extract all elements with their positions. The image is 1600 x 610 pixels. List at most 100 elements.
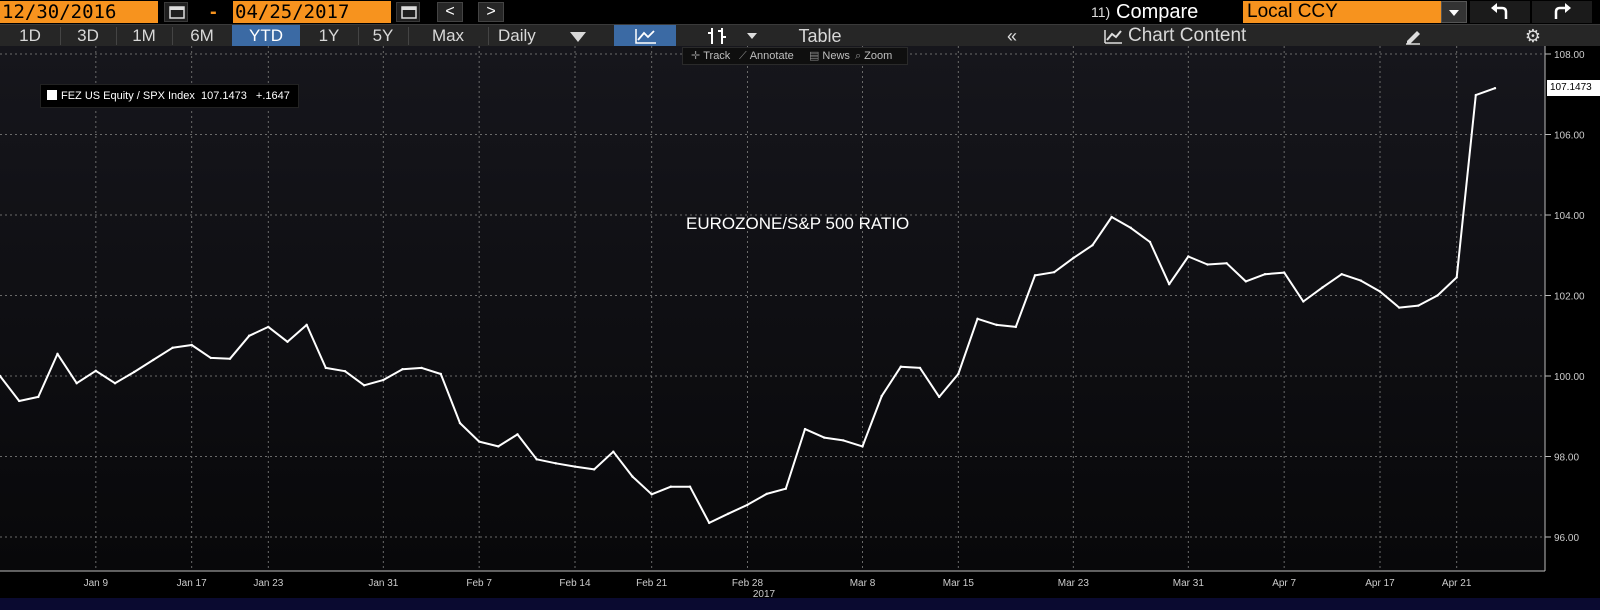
chart-content-button[interactable]: Chart Content <box>1104 25 1294 47</box>
start-date-field[interactable]: 12/30/2016 <box>0 1 158 23</box>
settings-button[interactable]: ⚙ <box>1518 25 1548 47</box>
divider <box>358 27 359 45</box>
redo-button[interactable] <box>1532 1 1592 23</box>
data-point <box>439 372 443 376</box>
y-tick-label: 106.00 <box>1554 131 1585 142</box>
data-point <box>1436 294 1439 297</box>
currency-dropdown-button[interactable] <box>1441 1 1467 23</box>
data-point <box>1378 290 1382 293</box>
data-point <box>37 395 40 399</box>
track-tool[interactable]: ✛ Track <box>691 48 730 64</box>
data-point <box>1033 274 1037 277</box>
x-tick-label: Jan 31 <box>368 578 398 589</box>
line-chart-button[interactable] <box>614 25 676 47</box>
data-point <box>861 445 864 448</box>
timeframe-ytd[interactable]: YTD <box>232 25 300 47</box>
data-point <box>362 384 366 387</box>
data-point <box>899 365 903 368</box>
data-point <box>1148 240 1152 244</box>
data-point <box>17 399 21 403</box>
timeframe-1m[interactable]: 1M <box>132 26 156 45</box>
undo-button[interactable] <box>1470 1 1530 23</box>
data-point <box>746 503 749 506</box>
data-point <box>305 323 308 327</box>
data-point <box>631 475 634 478</box>
x-tick-label: Feb 7 <box>466 578 492 589</box>
data-point <box>976 317 979 321</box>
chart: 96.00 98.00 100.00 102.00 104.00 106.00 108.00… <box>0 46 1585 598</box>
data-point <box>822 436 826 439</box>
compare-number: 11) <box>1091 4 1111 20</box>
frequency-select[interactable]: Daily <box>498 26 536 45</box>
magnifier-icon: ⌕ <box>855 50 862 62</box>
line-chart-icon <box>635 29 656 44</box>
y-tick-label: 100.00 <box>1554 372 1585 383</box>
news-label: News <box>822 50 850 62</box>
data-point <box>458 421 462 425</box>
y-tick-label: 98.00 <box>1554 453 1579 464</box>
data-point <box>612 450 615 453</box>
undo-icon <box>1491 3 1508 19</box>
data-point <box>209 356 213 360</box>
calendar-icon <box>401 6 417 19</box>
data-point <box>1091 243 1094 247</box>
next-period-button[interactable]: > <box>478 2 504 22</box>
data-point <box>937 395 941 399</box>
x-tick-label: Jan 23 <box>253 578 283 589</box>
calendar-icon <box>169 6 185 19</box>
news-tool[interactable]: ▤ News <box>809 48 850 64</box>
timeframe-max[interactable]: Max <box>431 26 465 45</box>
data-point <box>880 394 883 398</box>
divider <box>408 27 409 45</box>
data-point <box>497 445 500 448</box>
chevron-down-icon <box>747 33 757 39</box>
end-date-field[interactable]: 04/25/2017 <box>233 1 391 23</box>
annotate-tool[interactable]: ⟋ Annotate <box>739 48 794 64</box>
data-point <box>1014 325 1018 329</box>
pencil-icon: ⟋ <box>739 50 747 62</box>
legend-last-value: 107.1473 <box>200 90 247 102</box>
data-point <box>1474 93 1478 97</box>
timeframe-3d[interactable]: 3D <box>77 26 99 45</box>
chevron-down-icon[interactable] <box>570 32 586 42</box>
zoom-label: Zoom <box>864 50 893 62</box>
chart-content-icon <box>1104 30 1122 44</box>
chart-annotation[interactable]: EUROZONE/S&P 500 RATIO <box>686 214 910 233</box>
x-tick-label: Apr 17 <box>1365 578 1395 589</box>
currency-select[interactable]: Local CCY <box>1243 1 1441 23</box>
data-point <box>1206 263 1209 266</box>
timeframe-5y[interactable]: 5Y <box>372 26 394 45</box>
timeframe-6m[interactable]: 6M <box>190 26 214 45</box>
x-tick-label: Jan 17 <box>177 578 207 589</box>
timeframe-1y[interactable]: 1Y <box>318 26 340 45</box>
end-calendar-button[interactable] <box>396 2 420 22</box>
x-axis-label: 2017 <box>753 589 776 598</box>
data-point <box>688 485 692 488</box>
data-point <box>1072 256 1075 260</box>
data-point <box>1187 255 1190 258</box>
data-point <box>420 366 423 370</box>
zoom-tool[interactable]: ⌕ Zoom <box>855 48 892 64</box>
data-point <box>554 462 558 465</box>
chart-content-label: Chart Content <box>1128 25 1247 46</box>
collapse-button[interactable]: « <box>1006 26 1017 46</box>
timeframe-1d[interactable]: 1D <box>19 26 41 45</box>
table-button[interactable]: Table <box>798 26 842 46</box>
data-point <box>1340 272 1343 276</box>
data-point <box>267 325 270 329</box>
chart-legend[interactable]: FEZ US Equity / SPX Index 107.1473 +.164… <box>40 84 299 108</box>
start-calendar-button[interactable] <box>164 2 188 22</box>
annotate-label: Annotate <box>749 50 794 62</box>
chart-type-dropdown[interactable] <box>742 25 762 47</box>
ohlc-bars-button[interactable] <box>700 25 736 47</box>
x-tick-label: Feb 21 <box>636 578 668 589</box>
data-point <box>382 378 385 382</box>
y-tick-label: 96.00 <box>1554 533 1579 544</box>
data-point <box>1244 280 1248 283</box>
x-tick-label: Mar 15 <box>943 578 975 589</box>
prev-period-button[interactable]: < <box>437 2 463 22</box>
data-point <box>1052 270 1056 274</box>
data-point <box>171 346 174 350</box>
compare-label[interactable]: Compare <box>1116 1 1199 23</box>
edit-button[interactable] <box>1398 25 1428 47</box>
